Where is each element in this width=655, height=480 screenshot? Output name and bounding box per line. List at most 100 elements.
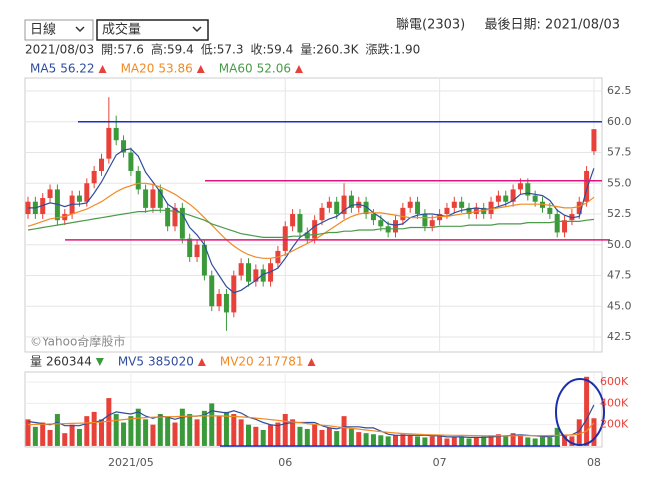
candle-body [334,201,340,215]
candle-body [290,214,296,227]
candle-body [84,183,90,202]
volume-bar [348,428,354,446]
volume-bar [591,418,597,446]
x-tick-label: 2021/05 [108,456,154,469]
candle-body [341,195,347,215]
volume-bar [576,419,582,446]
candle-body [488,201,494,215]
indicator-select[interactable]: 成交量 [96,19,209,41]
candle-body [532,195,538,202]
candle-body [517,183,523,190]
volume-bar [525,437,531,446]
volume-bar [223,411,229,446]
y-tick-label: 42.5 [607,330,632,343]
select-text[interactable]: 日線 [30,22,56,38]
candle-body [312,220,318,239]
volume-bar [194,419,200,446]
y2-tick-label: 200K [600,418,629,431]
candle-body [113,127,119,141]
volume-bar [201,410,207,446]
volume-bar [422,437,428,446]
info-item: 2021/08/03 [25,43,94,57]
select-box[interactable] [96,19,209,41]
volume-bar [540,436,545,446]
candle-body [76,195,82,202]
volume-bar [407,435,413,446]
y2-tick-label: 400K [600,396,629,409]
candle-body [348,195,354,208]
candle-body [370,214,376,221]
period-select[interactable]: 日線 [24,19,94,41]
candle-body [165,207,171,227]
volume-bar [275,422,281,446]
volume-bar [341,416,347,446]
volume-bar [32,426,38,446]
volume-bar [62,433,68,446]
candle-body [91,170,97,184]
legend-name: MV5 [118,355,144,369]
trend-arrow [95,358,104,366]
trend-arrow [98,65,107,73]
candle-body [172,207,178,227]
x-tick-label: 06 [278,456,292,469]
trend-arrow [197,358,206,366]
candle-body [415,201,421,215]
candle-body [591,129,597,152]
last-date: 最後日期: 2021/08/03 [485,18,620,33]
ma-line [27,209,594,238]
candle-body [179,207,185,239]
trend-arrow [196,65,205,73]
volume-bar [25,419,31,446]
volume-bar [481,436,487,446]
volume-bar [326,427,332,446]
volume-bar [437,435,443,446]
candle-body [260,269,266,282]
trend-arrow [307,358,316,366]
volume-bar [209,403,215,446]
candle-body [238,263,244,276]
volume-bar [547,437,553,446]
legend-name: 量 [30,355,42,369]
volume-bar [584,376,590,446]
volume-bar [268,424,274,446]
volume-bar [532,438,538,446]
legend-name: MV20 [220,355,254,369]
candle-body [473,207,479,215]
volume-bar [451,437,457,446]
volume-bar [319,429,325,446]
candle-body [157,189,163,208]
candle-body [503,195,509,202]
candle-body [297,214,303,233]
volume-bar [510,433,516,446]
candle-body [407,201,413,208]
volume-bar [260,429,266,446]
volume-bar [400,434,406,446]
volume-bar [99,419,104,446]
chevron[interactable] [75,26,85,33]
plot [25,78,610,447]
info-item: 高:59.4 [151,42,194,57]
volume-bar [54,414,60,446]
candle-body [223,293,229,313]
volume-bar [503,436,509,446]
legend-value: 56.22 [60,62,94,76]
legend-value: 385020 [148,355,194,369]
volume-bar [334,431,340,446]
volume-bar [238,419,244,446]
select-text[interactable]: 成交量 [102,22,141,38]
trend-arrow [294,65,303,73]
candle-body [378,220,384,227]
candle-body [253,269,259,282]
candle-body [135,170,141,190]
volume-bar [385,436,391,446]
select-box[interactable] [24,19,94,41]
volume-bar [121,422,127,446]
volume-bar [356,432,362,446]
candle-body [246,263,251,282]
volume-bar [69,424,75,446]
volume-bar [297,426,303,446]
chevron[interactable] [192,26,202,33]
volume-bar [40,422,46,446]
y-tick-label: 62.5 [607,84,632,97]
